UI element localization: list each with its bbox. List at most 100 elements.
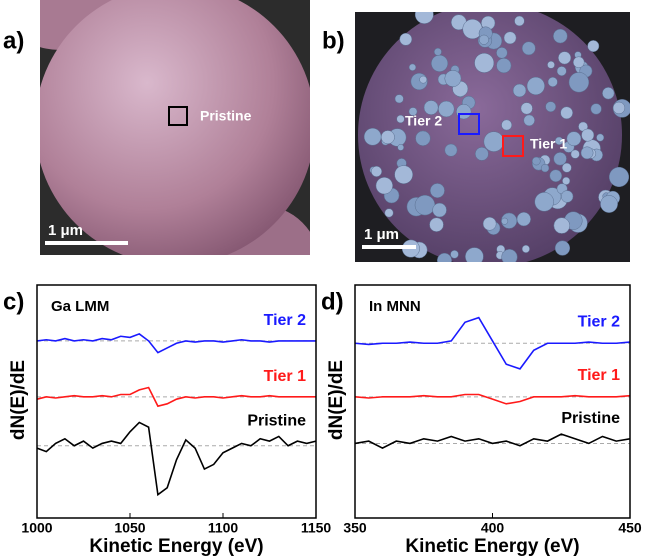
particle [524, 115, 535, 126]
particle [415, 195, 435, 215]
series-line [37, 388, 316, 407]
x-tick-label: 1050 [114, 520, 145, 536]
panel-label: d) [321, 288, 344, 315]
panel-label: c) [3, 288, 24, 315]
x-tick-label: 350 [343, 520, 367, 536]
particle [553, 29, 567, 43]
particle [479, 35, 489, 45]
particle [609, 167, 629, 187]
particle [484, 132, 504, 152]
series-label: Pristine [247, 412, 306, 429]
particle [513, 84, 526, 97]
sem-image-b: Tier 2 Tier 1 1 μm b) [322, 0, 631, 268]
particle [502, 249, 518, 265]
particle [475, 53, 494, 72]
particle [535, 192, 554, 211]
particle [547, 61, 554, 68]
particle [398, 144, 404, 150]
particle [400, 33, 412, 45]
chart: Tier 2 Tier 1 Pristine 1000 1050 1100 1150 Kine… [3, 285, 331, 557]
particle [420, 76, 427, 83]
particle [588, 40, 599, 51]
y-axis-label: dN(E)/dE [8, 360, 29, 440]
particle [546, 102, 556, 112]
particle [561, 191, 573, 203]
particle [475, 147, 488, 160]
particle [465, 248, 483, 266]
particle [555, 241, 570, 256]
particle [554, 152, 567, 165]
particle [415, 5, 433, 23]
chart-title: Ga LMM [51, 298, 109, 315]
particle [571, 150, 580, 159]
particle [376, 177, 393, 194]
x-axis-label: Kinetic Energy (eV) [405, 536, 579, 557]
figure: Pristine 1 μm a) Tier 2 Tier 1 1 μm b) T… [0, 0, 647, 560]
particle [514, 16, 524, 26]
particle [385, 209, 393, 217]
series-line [37, 422, 316, 494]
particle [501, 120, 511, 130]
x-tick-label: 1100 [208, 520, 239, 536]
particle [487, 0, 499, 7]
particle [602, 87, 614, 99]
particle [433, 203, 447, 217]
particle [430, 183, 444, 197]
particle [596, 134, 603, 141]
x-tick-label: 1150 [301, 520, 332, 536]
particle [434, 48, 441, 55]
particle [381, 130, 394, 143]
particle [554, 218, 570, 234]
annotation: Tier 1 [530, 136, 567, 152]
particle [527, 77, 545, 95]
particle [517, 212, 531, 226]
particle [497, 58, 512, 73]
series-line [355, 395, 630, 404]
particle [562, 163, 571, 172]
particle [557, 66, 566, 75]
particle [600, 195, 617, 212]
particle [364, 128, 381, 145]
x-tick-label: 400 [481, 520, 505, 536]
sem-image-a: Pristine 1 μm a) [0, 0, 320, 325]
series-label: Tier 2 [264, 312, 307, 329]
particle [591, 104, 602, 115]
particle [504, 32, 516, 44]
series-label: Tier 1 [578, 367, 621, 384]
particle [416, 131, 431, 146]
series-label: Tier 1 [264, 368, 307, 385]
series-label: Pristine [561, 410, 620, 427]
particle [573, 57, 584, 68]
particle [522, 245, 529, 252]
annotation: Pristine [200, 108, 252, 124]
particle [445, 144, 457, 156]
particle [567, 132, 581, 146]
particle [371, 166, 381, 176]
panel-label: a) [3, 27, 24, 54]
particle [445, 70, 461, 86]
particle [409, 64, 416, 71]
particle [532, 157, 540, 165]
particle [581, 147, 593, 159]
particle [496, 47, 507, 58]
particle [522, 42, 535, 55]
particle [561, 107, 573, 119]
chart-title: In MNN [369, 298, 421, 315]
particle [483, 217, 496, 230]
x-tick-label: 1000 [21, 520, 52, 536]
series-line [37, 334, 316, 353]
annotation: Tier 2 [405, 113, 442, 129]
particle [541, 164, 549, 172]
particle [430, 218, 444, 232]
x-axis-label: Kinetic Energy (eV) [89, 536, 263, 557]
series-line [355, 434, 630, 448]
series-label: Tier 2 [578, 313, 621, 330]
particle [550, 170, 562, 182]
particle [431, 55, 448, 72]
particle [558, 52, 571, 65]
particle [582, 129, 594, 141]
particle [397, 115, 405, 123]
scale-label: 1 μm [364, 226, 399, 243]
particle [501, 218, 507, 224]
